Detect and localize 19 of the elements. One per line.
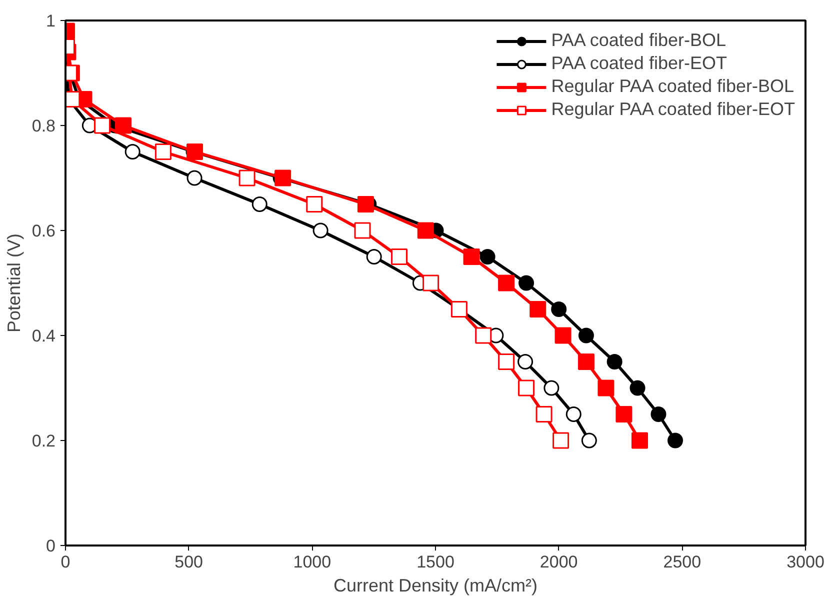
y-tick-label: 0 [46,536,56,556]
legend-label: PAA coated fiber-BOL [551,30,726,51]
x-tick-label: 1000 [293,552,332,572]
y-tick-label: 0.4 [32,326,56,346]
x-tick-label: 500 [174,552,204,572]
x-tick-label: 0 [60,552,70,572]
y-tick-label: 0.8 [32,116,56,136]
x-tick-label: 2500 [663,552,702,572]
legend-label: Regular PAA coated fiber-BOL [551,76,794,97]
x-tick-label: 1500 [416,552,454,572]
y-tick-label: 1 [46,12,56,30]
x-axis-title: Current Density (mA/cm²) [333,576,538,596]
x-tick-label: 2000 [540,552,578,572]
x-tick-label: 3000 [786,552,824,572]
y-tick-label: 0.2 [32,432,56,450]
y-tick-label: 0.6 [32,222,56,240]
legend-label: PAA coated fiber-EOT [551,53,727,74]
y-axis-title: Potential (V) [4,233,24,333]
legend-label: Regular PAA coated fiber-EOT [551,99,795,120]
